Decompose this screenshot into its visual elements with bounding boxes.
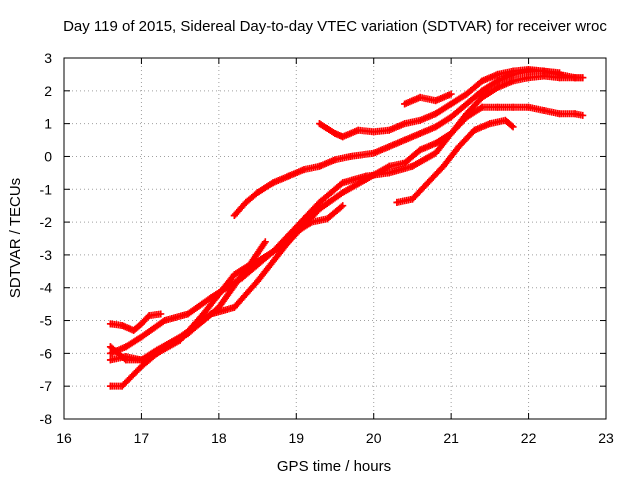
data-point — [579, 111, 587, 119]
y-tick-label: -3 — [40, 247, 53, 263]
x-tick-label: 19 — [288, 430, 304, 446]
data-point — [509, 123, 517, 131]
data-point — [579, 74, 587, 82]
y-tick-label: 1 — [44, 116, 52, 132]
x-tick-label: 22 — [521, 430, 537, 446]
series-track-7 — [316, 65, 564, 141]
grid-layer — [64, 58, 606, 419]
plot-border — [63, 57, 607, 420]
y-tick-label: 2 — [44, 83, 52, 99]
data-point — [339, 202, 347, 210]
series-track-5 — [106, 103, 587, 364]
y-tick-label: -1 — [40, 181, 53, 197]
chart-title: Day 119 of 2015, Sidereal Day-to-day VTE… — [63, 18, 607, 35]
x-tick-label: 18 — [211, 430, 227, 446]
data-point — [157, 310, 165, 318]
y-tick-label: -7 — [40, 378, 53, 394]
y-tick-label: -2 — [40, 214, 53, 230]
y-tick-label: -5 — [40, 313, 53, 329]
y-tick-label: -6 — [40, 345, 53, 361]
data-point-marker — [508, 122, 516, 130]
series-track-6 — [230, 67, 587, 220]
data-point-marker — [121, 355, 129, 363]
data-point-marker — [337, 203, 345, 211]
data-point — [447, 90, 455, 98]
series-track-9 — [393, 116, 517, 206]
x-tick-label: 21 — [443, 430, 459, 446]
x-tick-label: 16 — [56, 430, 72, 446]
y-tick-label: -8 — [40, 411, 53, 427]
data-point — [261, 238, 269, 246]
data-point — [556, 69, 564, 77]
y-tick-label: 0 — [44, 148, 52, 164]
series-track-1 — [106, 310, 165, 334]
y-tick-label: -4 — [40, 280, 53, 296]
data-layer — [106, 65, 587, 390]
y-tick-label: 3 — [44, 50, 52, 66]
x-tick-label: 17 — [134, 430, 150, 446]
x-tick-label: 20 — [366, 430, 382, 446]
x-axis-label: GPS time / hours — [277, 458, 391, 475]
y-axis-label: SDTVAR / TECUs — [7, 178, 24, 298]
series-track-8 — [401, 90, 455, 108]
x-tick-label: 23 — [598, 430, 614, 446]
